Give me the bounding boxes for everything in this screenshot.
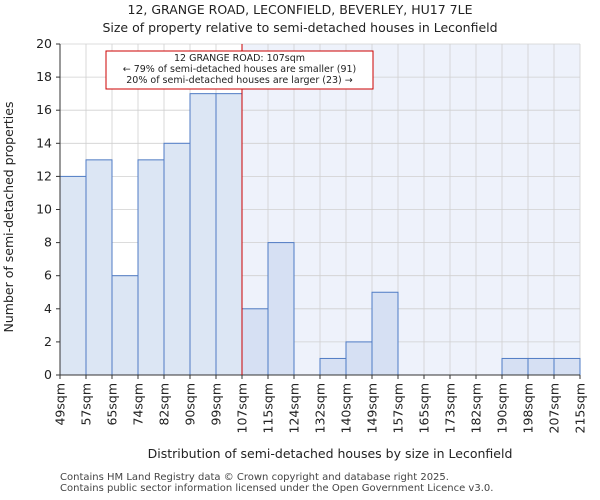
y-tick-label-10: 10 [36, 202, 52, 217]
bar-57sqm [85, 159, 113, 376]
x-tick-label-99sqm: 99sqm [209, 383, 224, 426]
x-tick-label-74sqm: 74sqm [131, 383, 146, 426]
x-tick-label-190sqm: 190sqm [495, 383, 510, 433]
bar-82sqm [163, 142, 191, 376]
x-tick-label-215sqm: 215sqm [573, 383, 588, 433]
bar-132sqm [319, 357, 347, 376]
y-tick-label-6: 6 [44, 268, 52, 283]
x-tick-label-65sqm: 65sqm [105, 383, 120, 426]
footer-line-1: Contains HM Land Registry data © Crown c… [60, 472, 449, 483]
x-tick-label-157sqm: 157sqm [391, 383, 406, 433]
x-tick-label-90sqm: 90sqm [183, 383, 198, 426]
x-tick-label-115sqm: 115sqm [261, 383, 276, 433]
y-tick-label-2: 2 [44, 334, 52, 349]
bar-207sqm [553, 357, 581, 376]
x-tick-label-207sqm: 207sqm [547, 383, 562, 433]
bar-99sqm [215, 93, 243, 376]
x-tick-label-132sqm: 132sqm [313, 383, 328, 433]
y-tick-label-16: 16 [36, 102, 52, 117]
bar-190sqm [501, 357, 529, 376]
chart-subtitle: Size of property relative to semi-detach… [102, 20, 497, 35]
bar-107sqm [241, 308, 269, 376]
x-tick-label-124sqm: 124sqm [287, 383, 302, 433]
chart-title: 12, GRANGE ROAD, LECONFIELD, BEVERLEY, H… [128, 2, 473, 17]
x-tick-label-149sqm: 149sqm [365, 383, 380, 433]
y-tick-label-18: 18 [36, 69, 52, 84]
x-tick-label-140sqm: 140sqm [339, 383, 354, 433]
annotation-line-1: 12 GRANGE ROAD: 107sqm [174, 53, 305, 64]
x-tick-label-57sqm: 57sqm [79, 383, 94, 426]
bar-65sqm [111, 275, 139, 376]
y-tick-label-20: 20 [36, 36, 52, 51]
footer-line-2: Contains public sector information licen… [60, 483, 494, 494]
bar-149sqm [371, 291, 399, 376]
x-tick-label-182sqm: 182sqm [469, 383, 484, 433]
histogram-chart: 12, GRANGE ROAD, LECONFIELD, BEVERLEY, H… [1, 2, 588, 461]
annotation-line-3: 20% of semi-detached houses are larger (… [126, 75, 353, 86]
x-tick-label-49sqm: 49sqm [53, 383, 68, 426]
x-tick-label-107sqm: 107sqm [235, 383, 250, 433]
y-tick-label-8: 8 [44, 235, 52, 250]
x-tick-label-82sqm: 82sqm [157, 383, 172, 426]
y-axis-label: Number of semi-detached properties [1, 102, 16, 333]
y-tick-label-14: 14 [36, 135, 52, 150]
y-tick-label-0: 0 [44, 367, 52, 382]
bar-90sqm [189, 93, 217, 376]
bar-198sqm [527, 357, 555, 376]
bar-74sqm [137, 159, 165, 376]
annotation-line-2: ← 79% of semi-detached houses are smalle… [123, 64, 357, 75]
x-tick-label-165sqm: 165sqm [417, 383, 432, 433]
bar-140sqm [345, 341, 373, 376]
plot-area: 0 2 4 6 8 10 12 14 16 18 20 49sqm 57sqm 65sqm 74sqm 82s… [36, 36, 587, 433]
bar-49sqm [59, 175, 87, 376]
y-tick-label-4: 4 [44, 301, 52, 316]
y-tick-label-12: 12 [36, 168, 52, 183]
annotation-box [105, 50, 374, 90]
x-tick-label-173sqm: 173sqm [443, 383, 458, 433]
bar-115sqm [267, 242, 295, 376]
x-tick-label-198sqm: 198sqm [521, 383, 536, 433]
x-axis-label: Distribution of semi-detached houses by … [148, 446, 513, 461]
